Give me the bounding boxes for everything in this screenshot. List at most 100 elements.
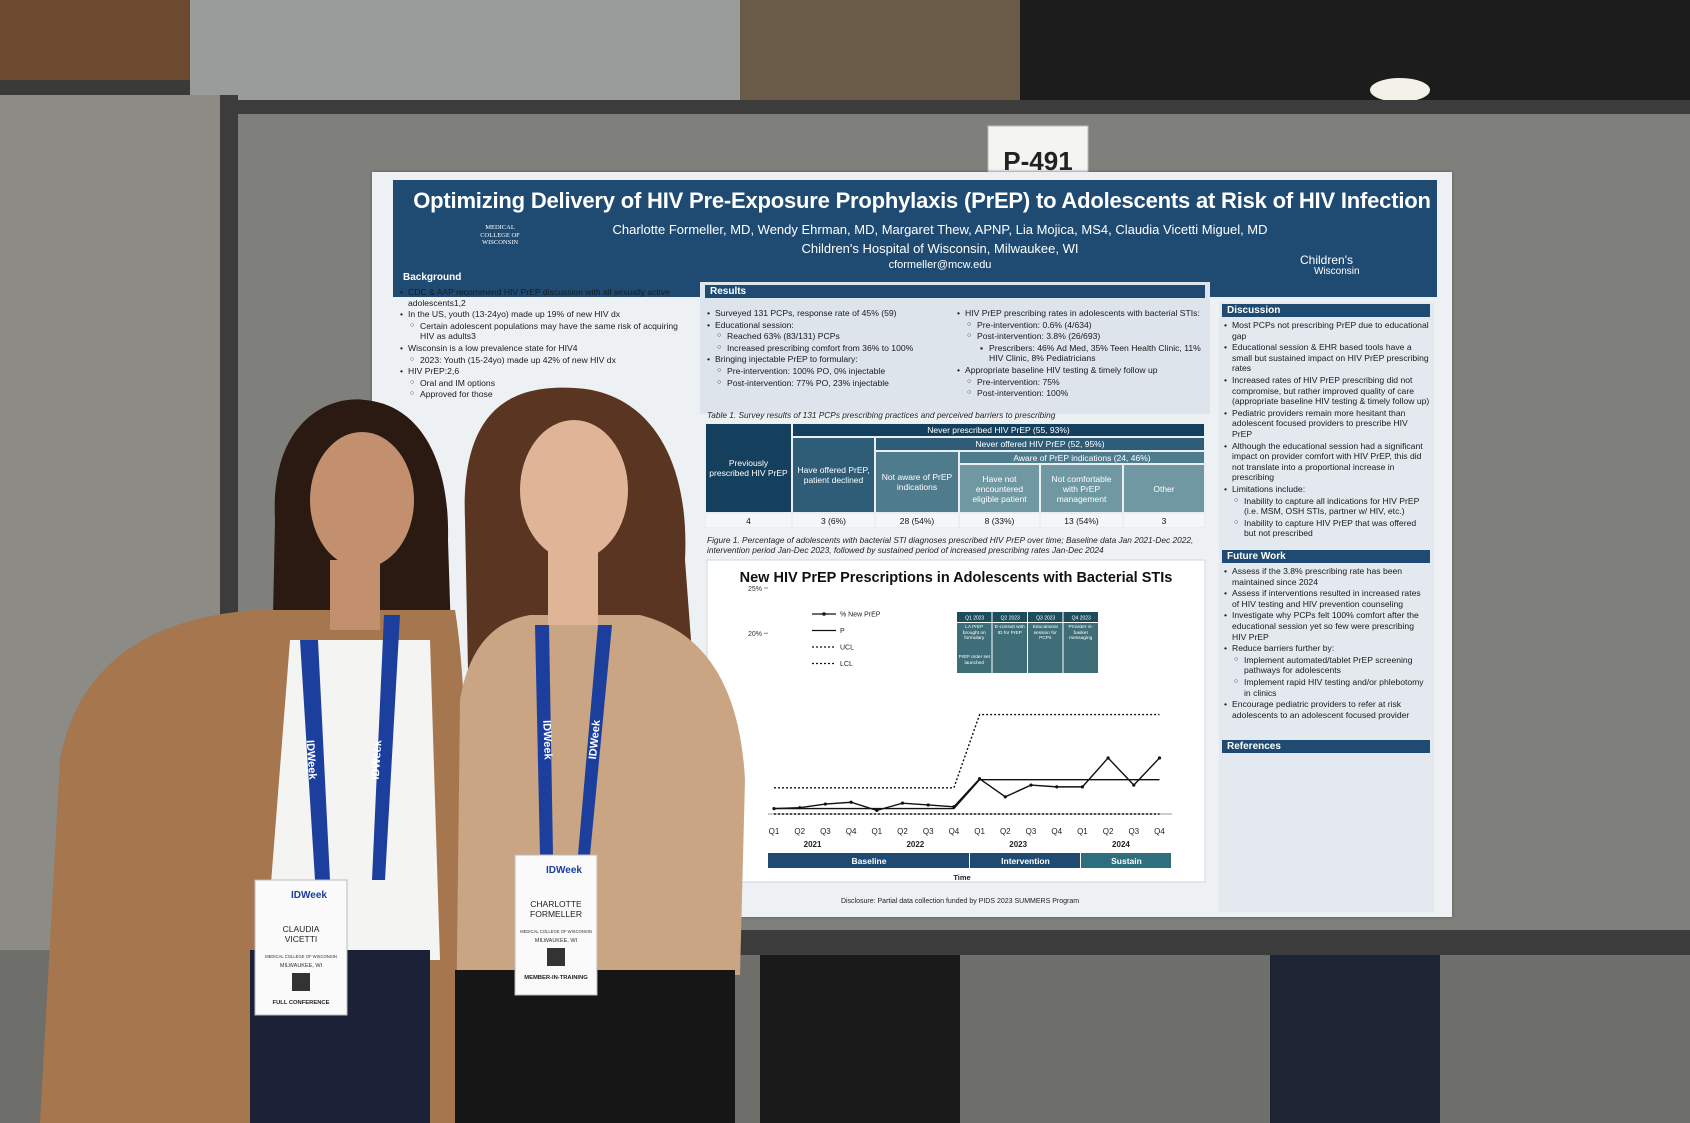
series-line — [773, 756, 1161, 812]
series-line — [774, 713, 1160, 789]
table-caption: Table 1. Survey results of 131 PCPs pres… — [707, 410, 1056, 420]
list-item: HIV PrEP:2,6 — [398, 366, 690, 377]
phase-bar — [970, 853, 1080, 868]
timeline-header-label: Q4 2023 — [1072, 616, 1091, 622]
table-cell: 3 (6%) — [792, 513, 875, 528]
badge-event: IDWeek — [291, 890, 327, 901]
lanyard-text: IDWeek — [304, 740, 319, 781]
section-heading: Future Work — [1222, 550, 1430, 563]
list-item: 2023: Youth (15-24yo) made up 42% of new… — [398, 355, 690, 366]
x-tick-label: Q2 — [1000, 827, 1011, 836]
badge-institution: MEDICAL COLLEGE OF WISCONSIN — [265, 954, 337, 959]
x-tick-label: Q4 — [1051, 827, 1062, 836]
lanyard — [300, 640, 330, 880]
x-tick-label: Q1 — [769, 827, 780, 836]
list-item: Investigate why PCPs felt 100% comfort a… — [1222, 610, 1430, 642]
table-cell: Have offered PrEP, patient declined — [792, 437, 875, 513]
list: Surveyed 131 PCPs, response rate of 45% … — [705, 308, 945, 388]
x-tick-label: Q2 — [1103, 827, 1114, 836]
phase-label: Intervention — [1001, 856, 1050, 866]
x-tick-label: Q1 — [1077, 827, 1088, 836]
badge-city: MILWAUKEE, WI — [280, 963, 323, 969]
timeline-cell — [992, 623, 1027, 673]
lanyard-text: IDWeek — [540, 720, 553, 761]
list-item: Pediatric providers remain more hesitant… — [1222, 408, 1430, 440]
list-item: Post-intervention: 100% — [955, 388, 1205, 399]
figure-caption: Figure 1. Percentage of adolescents with… — [707, 535, 1194, 555]
poster-email: cformeller@mcw.edu — [888, 259, 992, 271]
series-point — [1157, 756, 1162, 760]
x-tick-label: Q3 — [820, 827, 831, 836]
list-item: Oral and IM options — [398, 378, 690, 389]
list-item: Assess if interventions resulted in incr… — [1222, 588, 1430, 609]
list-item: Encourage pediatric providers to refer a… — [1222, 699, 1430, 720]
section: HIV PrEP prescribing rates in adolescent… — [955, 305, 1205, 400]
list-item: Surveyed 131 PCPs, response rate of 45% … — [705, 308, 945, 319]
timeline-cell-label: Educational session for PCPs — [1032, 625, 1058, 642]
panel-frame — [238, 100, 1690, 114]
list-item: Bringing injectable PrEP to formulary: — [705, 354, 945, 365]
x-tick-label: Q1 — [871, 827, 882, 836]
list: HIV PrEP prescribing rates in adolescent… — [955, 308, 1205, 399]
list-item: Approved for those — [398, 389, 690, 400]
list-item: Certain adolescent populations may have … — [398, 321, 690, 342]
list-item: Implement rapid HIV testing and/or phleb… — [1222, 677, 1430, 698]
phase-bar — [1081, 853, 1171, 868]
logo-left: MEDICAL COLLEGE OF WISCONSIN — [480, 224, 520, 246]
bystander — [1270, 955, 1440, 1123]
table-cell: Never prescribed HIV PrEP (55, 93%) — [792, 423, 1205, 437]
list-item: Prescribers: 46% Ad Med, 35% Teen Health… — [955, 343, 1205, 364]
timeline-header — [957, 612, 992, 622]
list-item: Most PCPs not prescribing PrEP due to ed… — [1222, 320, 1430, 341]
timeline-cell-box: Provider in-basket messaging — [1068, 625, 1093, 641]
series-point — [875, 808, 879, 812]
curtain — [740, 0, 1020, 110]
list-item: Post-intervention: 77% PO, 23% injectabl… — [705, 378, 945, 389]
table-cell: 3 — [1123, 513, 1205, 528]
section: Background CDC & AAP recommend HIV PrEP d… — [398, 271, 690, 401]
legend-label: % New PrEP — [840, 612, 881, 619]
table-cell: 8 (33%) — [959, 513, 1040, 528]
curtain — [0, 0, 200, 80]
year-label: 2024 — [1112, 840, 1130, 849]
lanyard — [372, 615, 400, 880]
list-item: Wisconsin is a low prevalence state for … — [398, 343, 690, 354]
sign-text: P-491 — [1003, 146, 1072, 176]
section: References — [1222, 740, 1430, 753]
badge-name: FORMELLER — [530, 909, 582, 919]
table-cell: 4 — [705, 513, 792, 528]
list-item: Limitations include: — [1222, 484, 1430, 495]
badge — [254, 879, 348, 1016]
timeline-header-label: Q1 2023 — [965, 616, 984, 622]
section: Surveyed 131 PCPs, response rate of 45% … — [705, 305, 945, 389]
section-heading: Background — [398, 271, 690, 284]
series-point — [849, 800, 853, 804]
wall — [190, 0, 750, 110]
series-point — [900, 801, 905, 805]
timeline-header-label: Q2 2023 — [1001, 616, 1020, 622]
disclosure: Disclosure: Partial data collection fund… — [840, 898, 1080, 905]
badge-event: IDWeek — [546, 865, 582, 876]
phase-label: Sustain — [1111, 856, 1142, 866]
table-cell: 13 (54%) — [1040, 513, 1123, 528]
lanyard-text: IDWeek — [587, 719, 603, 760]
poster-affiliation: Children's Hospital of Wisconsin, Milwau… — [801, 241, 1079, 256]
timeline-cell-box: E-consult with ID for PrEP — [995, 625, 1025, 636]
legend-marker — [822, 612, 826, 616]
timeline-cell-box: LA PrEP brought on formulary — [963, 625, 986, 641]
timeline-cell — [957, 623, 992, 673]
x-tick-label: Q4 — [1154, 827, 1165, 836]
list-item: Although the educational session had a s… — [1222, 441, 1430, 483]
timeline-header — [1063, 612, 1098, 622]
x-axis-label: Time — [953, 873, 970, 882]
timeline-header — [1028, 612, 1063, 622]
legend-label: UCL — [840, 645, 854, 652]
section-heading: Results — [705, 285, 1205, 298]
legend-label: LCL — [840, 661, 853, 668]
timeline-cell-box: Educational session for PCPs — [1032, 625, 1058, 642]
figure-title: New HIV PrEP Prescriptions in Adolescent… — [740, 570, 1173, 586]
jacket — [455, 615, 745, 1123]
series-point — [926, 803, 930, 807]
table-cell: Not comfortable with PrEP management — [1040, 464, 1123, 513]
